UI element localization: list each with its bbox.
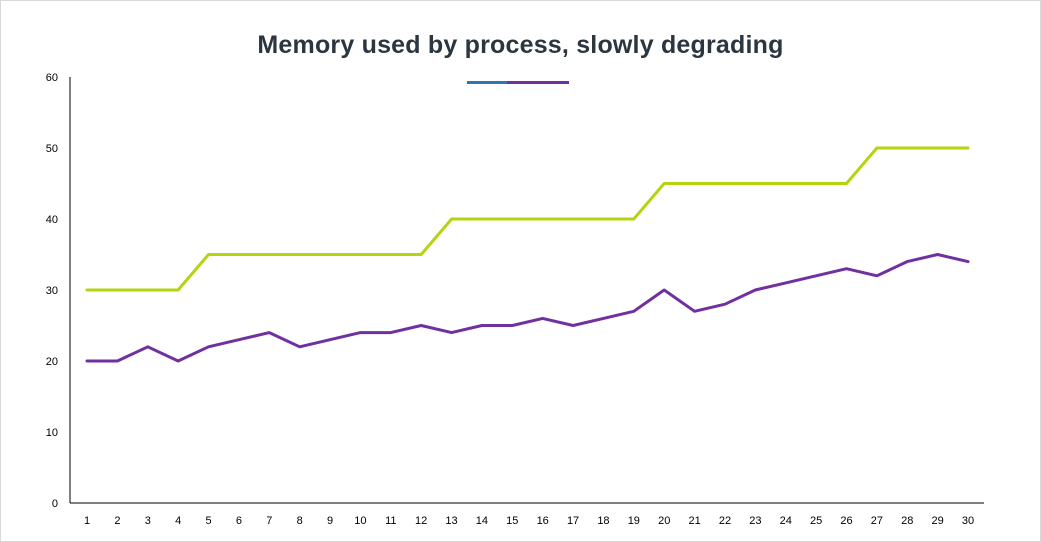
x-tick-label: 23 [749, 515, 761, 527]
x-tick-label: 19 [628, 515, 640, 527]
x-tick-label: 5 [205, 515, 211, 527]
x-tick-label: 1 [84, 515, 90, 527]
x-tick-label: 13 [445, 515, 457, 527]
x-tick-label: 16 [537, 515, 549, 527]
x-tick-label: 20 [658, 515, 670, 527]
x-tick-label: 11 [385, 515, 396, 527]
y-tick-label: 60 [46, 72, 58, 84]
chart-title: Memory used by process, slowly degrading [257, 31, 784, 59]
legend-swatch-blue [467, 81, 507, 84]
x-tick-label: 6 [236, 515, 242, 527]
x-tick-label: 3 [145, 515, 151, 527]
x-tick-label: 27 [871, 515, 883, 527]
series-line-1 [85, 146, 970, 292]
y-tick-label: 40 [46, 214, 58, 226]
x-tick-label: 17 [567, 515, 579, 527]
x-tick-label: 25 [810, 515, 822, 527]
y-tick-label: 50 [46, 143, 58, 155]
x-tick-label: 4 [175, 515, 181, 527]
x-tick-label: 30 [962, 515, 974, 527]
y-tick-label: 0 [52, 498, 58, 510]
series-lines [85, 146, 970, 363]
x-tick-label: 24 [780, 515, 792, 527]
x-tick-label: 26 [840, 515, 852, 527]
series-line-2 [85, 253, 970, 363]
x-tick-label: 15 [506, 515, 518, 527]
x-tick-label: 22 [719, 515, 731, 527]
legend [467, 81, 569, 85]
x-tick-label: 28 [901, 515, 913, 527]
x-tick-label: 2 [114, 515, 120, 527]
x-tick-label: 14 [476, 515, 488, 527]
y-tick-label: 10 [46, 427, 58, 439]
legend-swatch-purple [507, 81, 569, 84]
x-tick-label: 21 [688, 515, 700, 527]
x-tick-label: 12 [415, 515, 427, 527]
x-tick-label: 29 [931, 515, 943, 527]
x-tick-label: 8 [297, 515, 303, 527]
y-tick-labels: 0 10 20 30 40 50 60 [46, 72, 58, 510]
x-tick-label: 10 [354, 515, 366, 527]
x-tick-label: 18 [597, 515, 609, 527]
x-tick-labels: 1 2 3 4 5 6 7 8 9 10 11 12 13 14 15 16 17 18 19 20 21 22 23 24 2… [84, 515, 974, 527]
x-tick-label: 7 [266, 515, 272, 527]
y-tick-label: 30 [46, 285, 58, 297]
y-tick-label: 20 [46, 356, 58, 368]
x-tick-label: 9 [327, 515, 333, 527]
